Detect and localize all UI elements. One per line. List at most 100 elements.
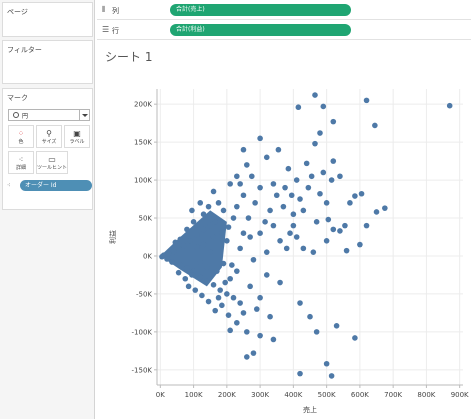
- scatter-point: [247, 283, 253, 290]
- scatter-point: [175, 245, 182, 252]
- scatter-point: [224, 237, 230, 244]
- scatter-point: [328, 373, 335, 379]
- scatter-point: [288, 192, 295, 199]
- scatter-point: [253, 306, 260, 312]
- chevron-down-icon[interactable]: [79, 110, 89, 120]
- scatter-point: [248, 173, 255, 180]
- scatter-point: [185, 283, 192, 290]
- scatter-point: [257, 230, 263, 237]
- circle-icon: [13, 112, 19, 118]
- scatter-point: [252, 200, 258, 206]
- filters-card[interactable]: フィルター: [2, 40, 93, 84]
- order-id-pill[interactable]: オーダー Id: [20, 180, 92, 191]
- scatter-point: [219, 230, 225, 237]
- scatter-point: [240, 230, 247, 237]
- scatter-point: [217, 287, 223, 293]
- scatter-point: [277, 237, 283, 244]
- scatter-point: [234, 319, 240, 326]
- scatter-point: [189, 207, 195, 214]
- scatter-point: [199, 292, 205, 299]
- scatter-point: [357, 241, 363, 248]
- label-button[interactable]: ▣ ラベル: [64, 125, 90, 148]
- scatter-point: [352, 335, 358, 341]
- scatter-point: [285, 165, 292, 172]
- scatter-point: [219, 302, 225, 309]
- scatter-point: [247, 234, 253, 240]
- scatter-point: [313, 219, 320, 225]
- scatter-point: [263, 154, 270, 161]
- scatter-point: [222, 279, 228, 286]
- scatter-point: [295, 104, 302, 111]
- scatter-point: [323, 360, 330, 367]
- scatter-point: [287, 230, 293, 237]
- scatter-point: [207, 249, 214, 255]
- detail-icon: ⁖: [7, 182, 11, 189]
- worksheet: シート 1 0K 100K 200K 300K 400K 500K 600K 700K 800K…: [97, 41, 471, 419]
- scatter-point: [205, 298, 212, 305]
- scatter-point: [177, 236, 184, 243]
- x-tick-label: 0K: [156, 391, 165, 399]
- scatter-point: [300, 207, 307, 214]
- size-button[interactable]: ⚲ サイズ: [36, 125, 62, 148]
- pages-card[interactable]: ページ: [2, 2, 93, 37]
- scatter-point: [240, 146, 247, 153]
- scatter-point: [262, 219, 268, 225]
- scatter-point: [300, 245, 307, 252]
- scatter-point: [229, 262, 235, 268]
- sheet-title[interactable]: シート 1: [105, 50, 153, 64]
- scatter-point: [270, 336, 277, 343]
- grid: [157, 89, 463, 385]
- scatter-point: [275, 146, 282, 153]
- scatter-point: [282, 184, 288, 191]
- scatter-point: [169, 259, 175, 265]
- scatter-point: [194, 231, 200, 238]
- scatter-point: [446, 102, 453, 109]
- scatter-plot[interactable]: 0K 100K 200K 300K 400K 500K 600K 700K 800K 900K 20…: [97, 41, 471, 419]
- scatter-point: [270, 222, 277, 229]
- scatter-point: [290, 211, 297, 218]
- scatter-point: [240, 192, 247, 199]
- scatter-point: [244, 354, 250, 360]
- y-tick-label: -150K: [132, 366, 153, 374]
- color-button[interactable]: ⁘ 色: [8, 125, 34, 148]
- detail-button[interactable]: ⁖ 詳細: [8, 151, 34, 174]
- scatter-point: [305, 184, 312, 191]
- scatter-point: [342, 222, 348, 229]
- rows-shelf[interactable]: ☰ 行 合計(利益): [97, 20, 471, 40]
- scatter-point: [225, 312, 232, 318]
- scatter-point: [382, 205, 388, 211]
- x-axis-title: 売上: [303, 405, 317, 414]
- scatter-point: [212, 219, 219, 225]
- filters-title: フィルター: [7, 46, 42, 54]
- scatter-point: [263, 249, 270, 255]
- scatter-point: [182, 275, 189, 282]
- tooltip-button[interactable]: ▭ ツールヒント: [36, 151, 68, 174]
- scatter-point: [200, 211, 207, 218]
- scatter-point: [234, 173, 240, 180]
- scatter-point: [250, 256, 257, 263]
- sales-sum-pill[interactable]: 合計(売上): [170, 4, 351, 16]
- scatter-point: [363, 222, 370, 229]
- marks: [159, 92, 453, 379]
- color-icon: ⁘: [17, 129, 25, 138]
- dense-point-cluster: [160, 210, 227, 287]
- scatter-point: [194, 244, 200, 250]
- columns-shelf[interactable]: ⦀ 列 合計(売上): [97, 0, 471, 20]
- color-button-label: 色: [18, 139, 24, 145]
- mark-type-dropdown[interactable]: 円: [8, 109, 90, 121]
- scatter-point: [234, 203, 240, 210]
- y-axis-title: 利益: [108, 230, 117, 244]
- scatter-point: [210, 234, 217, 240]
- scatter-point: [372, 122, 378, 129]
- tooltip-button-label: ツールヒント: [37, 165, 68, 171]
- scatter-point: [220, 260, 227, 267]
- columns-icon: ⦀: [102, 5, 106, 14]
- scatter-point: [320, 103, 327, 110]
- scatter-point: [184, 265, 190, 271]
- y-tick-label: -100K: [132, 328, 153, 336]
- x-tick-label: 600K: [351, 391, 369, 399]
- axes: 0K 100K 200K 300K 400K 500K 600K 700K 800K 900K 20…: [108, 89, 469, 414]
- scatter-point: [328, 177, 335, 183]
- profit-sum-pill[interactable]: 合計(利益): [170, 24, 351, 36]
- pages-title: ページ: [7, 8, 28, 16]
